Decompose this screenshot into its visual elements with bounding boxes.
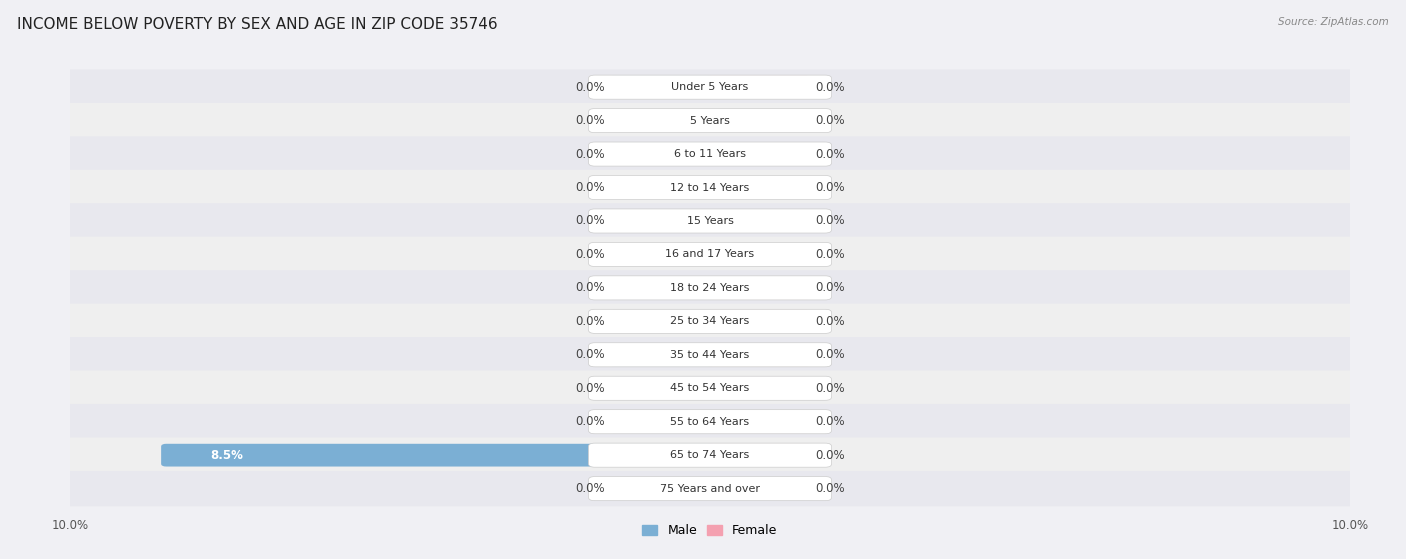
FancyBboxPatch shape xyxy=(35,270,1385,306)
Text: 55 to 64 Years: 55 to 64 Years xyxy=(671,416,749,427)
Text: 45 to 54 Years: 45 to 54 Years xyxy=(671,383,749,393)
FancyBboxPatch shape xyxy=(609,109,716,132)
Text: 0.0%: 0.0% xyxy=(575,482,605,495)
Text: 0.0%: 0.0% xyxy=(815,181,845,194)
FancyBboxPatch shape xyxy=(609,243,716,266)
Text: 25 to 34 Years: 25 to 34 Years xyxy=(671,316,749,326)
FancyBboxPatch shape xyxy=(704,277,811,299)
FancyBboxPatch shape xyxy=(704,210,811,233)
FancyBboxPatch shape xyxy=(704,410,811,433)
Text: 15 Years: 15 Years xyxy=(686,216,734,226)
FancyBboxPatch shape xyxy=(589,410,831,434)
FancyBboxPatch shape xyxy=(35,103,1385,138)
FancyBboxPatch shape xyxy=(609,176,716,199)
Text: 0.0%: 0.0% xyxy=(815,482,845,495)
FancyBboxPatch shape xyxy=(704,76,811,98)
Text: 35 to 44 Years: 35 to 44 Years xyxy=(671,350,749,360)
FancyBboxPatch shape xyxy=(35,404,1385,439)
Text: 0.0%: 0.0% xyxy=(575,281,605,295)
Text: 0.0%: 0.0% xyxy=(815,215,845,228)
FancyBboxPatch shape xyxy=(609,343,716,366)
FancyBboxPatch shape xyxy=(35,170,1385,205)
Text: 0.0%: 0.0% xyxy=(815,315,845,328)
Text: 0.0%: 0.0% xyxy=(815,449,845,462)
FancyBboxPatch shape xyxy=(35,371,1385,406)
Text: 12 to 14 Years: 12 to 14 Years xyxy=(671,183,749,192)
Text: 6 to 11 Years: 6 to 11 Years xyxy=(673,149,747,159)
FancyBboxPatch shape xyxy=(589,209,831,233)
FancyBboxPatch shape xyxy=(704,176,811,199)
FancyBboxPatch shape xyxy=(704,109,811,132)
FancyBboxPatch shape xyxy=(589,376,831,400)
FancyBboxPatch shape xyxy=(609,76,716,98)
FancyBboxPatch shape xyxy=(35,236,1385,272)
FancyBboxPatch shape xyxy=(704,377,811,400)
Text: 0.0%: 0.0% xyxy=(575,148,605,160)
FancyBboxPatch shape xyxy=(609,143,716,165)
Text: 18 to 24 Years: 18 to 24 Years xyxy=(671,283,749,293)
Text: 0.0%: 0.0% xyxy=(815,348,845,361)
FancyBboxPatch shape xyxy=(589,75,831,99)
Text: INCOME BELOW POVERTY BY SEX AND AGE IN ZIP CODE 35746: INCOME BELOW POVERTY BY SEX AND AGE IN Z… xyxy=(17,17,498,32)
Text: 0.0%: 0.0% xyxy=(575,114,605,127)
Text: 0.0%: 0.0% xyxy=(575,348,605,361)
Text: 65 to 74 Years: 65 to 74 Years xyxy=(671,450,749,460)
FancyBboxPatch shape xyxy=(609,277,716,299)
Text: Under 5 Years: Under 5 Years xyxy=(672,82,748,92)
Text: 0.0%: 0.0% xyxy=(815,148,845,160)
FancyBboxPatch shape xyxy=(589,477,831,501)
Text: 0.0%: 0.0% xyxy=(575,80,605,94)
FancyBboxPatch shape xyxy=(609,410,716,433)
FancyBboxPatch shape xyxy=(35,136,1385,172)
Text: 16 and 17 Years: 16 and 17 Years xyxy=(665,249,755,259)
Text: 0.0%: 0.0% xyxy=(575,382,605,395)
FancyBboxPatch shape xyxy=(589,108,831,132)
FancyBboxPatch shape xyxy=(589,276,831,300)
FancyBboxPatch shape xyxy=(704,243,811,266)
Text: 75 Years and over: 75 Years and over xyxy=(659,484,761,494)
FancyBboxPatch shape xyxy=(162,444,716,467)
FancyBboxPatch shape xyxy=(35,69,1385,105)
Text: 0.0%: 0.0% xyxy=(575,248,605,261)
FancyBboxPatch shape xyxy=(589,176,831,200)
Text: 5 Years: 5 Years xyxy=(690,116,730,126)
FancyBboxPatch shape xyxy=(704,343,811,366)
Text: 0.0%: 0.0% xyxy=(575,215,605,228)
FancyBboxPatch shape xyxy=(704,310,811,333)
FancyBboxPatch shape xyxy=(35,337,1385,372)
Text: 0.0%: 0.0% xyxy=(575,181,605,194)
Text: 0.0%: 0.0% xyxy=(815,415,845,428)
FancyBboxPatch shape xyxy=(609,310,716,333)
Text: 8.5%: 8.5% xyxy=(209,449,243,462)
FancyBboxPatch shape xyxy=(589,443,831,467)
Text: 0.0%: 0.0% xyxy=(815,80,845,94)
Text: Source: ZipAtlas.com: Source: ZipAtlas.com xyxy=(1278,17,1389,27)
Text: 0.0%: 0.0% xyxy=(815,114,845,127)
Text: 0.0%: 0.0% xyxy=(575,315,605,328)
FancyBboxPatch shape xyxy=(589,343,831,367)
FancyBboxPatch shape xyxy=(704,477,811,500)
FancyBboxPatch shape xyxy=(609,477,716,500)
FancyBboxPatch shape xyxy=(704,143,811,165)
FancyBboxPatch shape xyxy=(589,243,831,267)
Legend: Male, Female: Male, Female xyxy=(637,519,783,542)
FancyBboxPatch shape xyxy=(35,471,1385,506)
Text: 0.0%: 0.0% xyxy=(575,415,605,428)
Text: 0.0%: 0.0% xyxy=(815,281,845,295)
FancyBboxPatch shape xyxy=(589,142,831,166)
FancyBboxPatch shape xyxy=(589,309,831,333)
Text: 0.0%: 0.0% xyxy=(815,382,845,395)
Text: 0.0%: 0.0% xyxy=(815,248,845,261)
FancyBboxPatch shape xyxy=(609,377,716,400)
FancyBboxPatch shape xyxy=(35,203,1385,239)
FancyBboxPatch shape xyxy=(704,444,811,467)
FancyBboxPatch shape xyxy=(609,210,716,233)
FancyBboxPatch shape xyxy=(35,304,1385,339)
FancyBboxPatch shape xyxy=(35,438,1385,473)
